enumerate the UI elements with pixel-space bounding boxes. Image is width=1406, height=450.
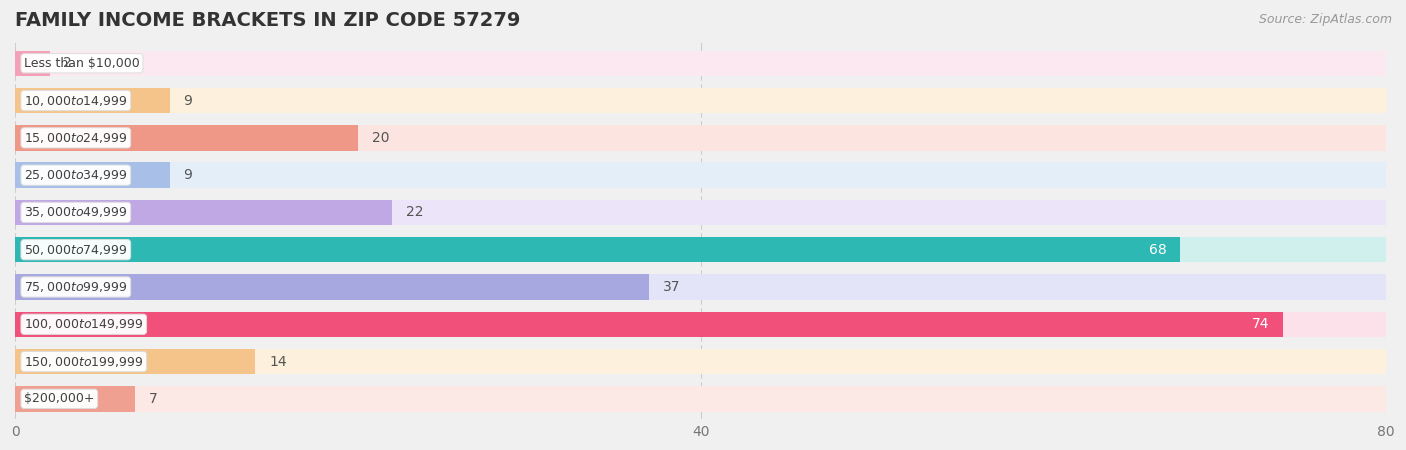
Bar [15,311,1386,337]
Bar [15,200,392,225]
Text: $15,000 to $24,999: $15,000 to $24,999 [24,131,128,145]
Bar [15,349,256,374]
Text: 22: 22 [406,205,423,220]
Text: 14: 14 [269,355,287,369]
Bar [15,162,170,188]
Text: 7: 7 [149,392,157,406]
Text: $35,000 to $49,999: $35,000 to $49,999 [24,205,128,220]
Text: 9: 9 [183,168,193,182]
Bar [15,88,170,113]
Bar [15,88,1386,113]
Text: $10,000 to $14,999: $10,000 to $14,999 [24,94,128,108]
Bar [15,274,1386,300]
Bar [15,125,1386,150]
Text: Source: ZipAtlas.com: Source: ZipAtlas.com [1258,14,1392,27]
Text: 2: 2 [63,56,72,70]
Bar [15,386,135,411]
Bar [15,311,1284,337]
Bar [15,200,1386,225]
Bar [15,274,650,300]
Text: 9: 9 [183,94,193,108]
Text: 68: 68 [1149,243,1167,256]
Text: $50,000 to $74,999: $50,000 to $74,999 [24,243,128,256]
Bar [15,386,1386,411]
Bar [15,125,359,150]
Text: 20: 20 [371,131,389,145]
Bar [15,50,1386,76]
Bar [15,349,1386,374]
Text: $100,000 to $149,999: $100,000 to $149,999 [24,317,143,331]
Bar [15,162,1386,188]
Text: 74: 74 [1253,317,1270,331]
Text: 37: 37 [664,280,681,294]
Bar [15,50,49,76]
Text: FAMILY INCOME BRACKETS IN ZIP CODE 57279: FAMILY INCOME BRACKETS IN ZIP CODE 57279 [15,11,520,30]
Bar [15,237,1181,262]
Bar [15,237,1386,262]
Text: $200,000+: $200,000+ [24,392,94,405]
Text: $150,000 to $199,999: $150,000 to $199,999 [24,355,143,369]
Text: $75,000 to $99,999: $75,000 to $99,999 [24,280,128,294]
Text: $25,000 to $34,999: $25,000 to $34,999 [24,168,128,182]
Text: Less than $10,000: Less than $10,000 [24,57,139,70]
